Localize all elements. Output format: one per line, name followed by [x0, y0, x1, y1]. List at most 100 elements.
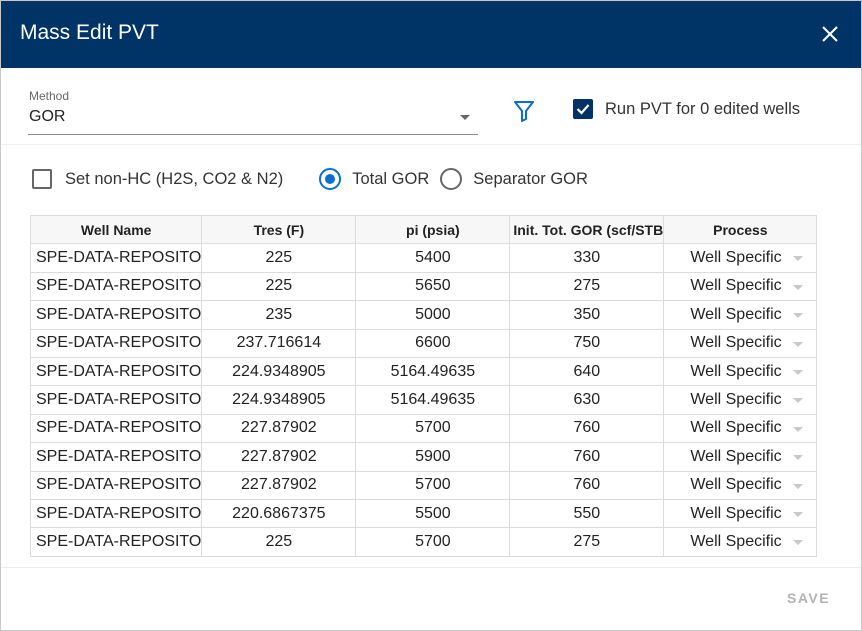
init-gor-cell[interactable]: 350 — [509, 300, 665, 330]
process-value: Well Specific — [690, 391, 782, 409]
chevron-down-icon — [793, 313, 804, 319]
pi-cell[interactable]: 5000 — [355, 300, 511, 330]
init-gor-cell[interactable]: 550 — [509, 498, 665, 529]
total-gor-radio[interactable] — [319, 168, 342, 190]
pi-cell[interactable]: 5500 — [355, 498, 511, 529]
process-select-inner[interactable]: Well Specific — [665, 245, 816, 271]
tres-cell[interactable]: 224.9348905 — [201, 385, 357, 415]
init-gor-cell[interactable]: 275 — [509, 271, 665, 302]
run-pvt-checkbox[interactable]: Run PVT for 0 edited wells — [573, 98, 800, 120]
init-gor-cell[interactable]: 760 — [509, 442, 665, 472]
pi-cell[interactable]: 5400 — [355, 243, 511, 273]
process-value: Well Specific — [690, 447, 782, 465]
pi-cell[interactable]: 5164.49635 — [355, 356, 511, 387]
checkbox-checked-icon[interactable] — [573, 99, 593, 119]
tres-cell[interactable]: 237.716614 — [201, 328, 357, 358]
init-gor-cell[interactable]: 630 — [509, 385, 665, 415]
process-select[interactable]: Well Specific — [663, 527, 818, 557]
tres-cell[interactable]: 220.6867375 — [201, 498, 357, 529]
well-name-cell[interactable]: SPE-DATA-REPOSITO — [29, 527, 203, 557]
process-value: Well Specific — [690, 419, 782, 437]
process-select[interactable]: Well Specific — [663, 328, 818, 358]
process-select[interactable]: Well Specific — [663, 470, 818, 500]
well-name-cell[interactable]: SPE-DATA-REPOSITO — [29, 356, 203, 387]
init-gor-cell[interactable]: 760 — [509, 470, 665, 500]
process-select[interactable]: Well Specific — [663, 271, 818, 302]
well-name-cell[interactable]: SPE-DATA-REPOSITO — [29, 328, 203, 358]
pi-cell[interactable]: 6600 — [355, 328, 511, 358]
tres-cell[interactable]: 225 — [201, 527, 357, 557]
table-row: SPE-DATA-REPOSITO 227.87902 5700 760 Well Sp… — [29, 413, 818, 444]
process-select[interactable]: Well Specific — [663, 356, 818, 387]
pi-cell[interactable]: 5700 — [355, 413, 511, 444]
method-select[interactable]: GOR — [28, 101, 478, 135]
tres-cell[interactable]: 227.87902 — [201, 413, 357, 444]
process-select-inner[interactable]: Well Specific — [665, 444, 816, 470]
well-name-cell[interactable]: SPE-DATA-REPOSITO — [29, 385, 203, 415]
column-header-process[interactable]: Process — [663, 214, 818, 245]
process-select[interactable]: Well Specific — [663, 385, 818, 415]
process-select[interactable]: Well Specific — [663, 498, 818, 529]
process-select-inner[interactable]: Well Specific — [665, 273, 816, 299]
close-icon[interactable] — [819, 23, 841, 45]
process-select-inner[interactable]: Well Specific — [665, 415, 816, 441]
well-name-cell[interactable]: SPE-DATA-REPOSITO — [29, 470, 203, 500]
process-select-inner[interactable]: Well Specific — [665, 358, 816, 384]
tres-cell[interactable]: 235 — [201, 300, 357, 330]
well-name-cell[interactable]: SPE-DATA-REPOSITO — [29, 243, 203, 273]
filter-icon[interactable] — [513, 99, 535, 123]
separator-gor-radio[interactable] — [440, 168, 463, 190]
table-row: SPE-DATA-REPOSITO 227.87902 5900 760 Well Sp… — [29, 442, 818, 472]
chevron-down-icon — [793, 341, 804, 347]
pi-cell[interactable]: 5164.49635 — [355, 385, 511, 415]
column-header-pi[interactable]: pi (psia) — [355, 214, 511, 245]
pi-cell[interactable]: 5700 — [355, 527, 511, 557]
process-select-inner[interactable]: Well Specific — [665, 500, 816, 526]
column-header-well-name[interactable]: Well Name — [29, 214, 203, 245]
pi-cell[interactable]: 5650 — [355, 271, 511, 302]
process-select-inner[interactable]: Well Specific — [665, 529, 816, 555]
init-gor-cell[interactable]: 330 — [509, 243, 665, 273]
chevron-down-icon — [793, 483, 804, 489]
init-gor-cell[interactable]: 640 — [509, 356, 665, 387]
column-header-init-gor[interactable]: Init. Tot. GOR (scf/STB — [509, 214, 665, 245]
process-select-inner[interactable]: Well Specific — [665, 302, 816, 328]
init-gor-cell[interactable]: 760 — [509, 413, 665, 444]
process-select-inner[interactable]: Well Specific — [665, 330, 816, 356]
dialog-header: Mass Edit PVT — [1, 1, 861, 68]
well-name-cell[interactable]: SPE-DATA-REPOSITO — [29, 300, 203, 330]
process-value: Well Specific — [690, 305, 782, 323]
tres-cell[interactable]: 224.9348905 — [201, 356, 357, 387]
process-select[interactable]: Well Specific — [663, 243, 818, 273]
well-name-cell[interactable]: SPE-DATA-REPOSITO — [29, 271, 203, 302]
well-name-cell[interactable]: SPE-DATA-REPOSITO — [29, 413, 203, 444]
gor-options-row: Set non-HC (H2S, CO2 & N2) Total GOR Sep… — [32, 167, 588, 191]
non-hc-checkbox[interactable] — [32, 169, 52, 189]
table-row: SPE-DATA-REPOSITO 225 5400 330 Well Specific — [29, 243, 818, 273]
chevron-down-icon — [793, 540, 804, 546]
column-header-tres[interactable]: Tres (F) — [201, 214, 357, 245]
save-button[interactable]: SAVE — [787, 590, 831, 606]
pi-cell[interactable]: 5700 — [355, 470, 511, 500]
well-name-cell[interactable]: SPE-DATA-REPOSITO — [29, 442, 203, 472]
total-gor-label: Total GOR — [352, 169, 430, 188]
well-name-cell[interactable]: SPE-DATA-REPOSITO — [29, 498, 203, 529]
pi-cell[interactable]: 5900 — [355, 442, 511, 472]
table-header-row: Well Name Tres (F) pi (psia) Init. Tot. … — [29, 214, 818, 245]
tres-cell[interactable]: 225 — [201, 243, 357, 273]
process-select[interactable]: Well Specific — [663, 413, 818, 444]
init-gor-cell[interactable]: 275 — [509, 527, 665, 557]
process-select[interactable]: Well Specific — [663, 300, 818, 330]
process-select[interactable]: Well Specific — [663, 442, 818, 472]
chevron-down-icon — [793, 455, 804, 461]
method-label: Method — [29, 89, 70, 103]
tres-cell[interactable]: 227.87902 — [201, 470, 357, 500]
process-value: Well Specific — [690, 249, 782, 267]
tres-cell[interactable]: 227.87902 — [201, 442, 357, 472]
process-select-inner[interactable]: Well Specific — [665, 387, 816, 413]
tres-cell[interactable]: 225 — [201, 271, 357, 302]
process-select-inner[interactable]: Well Specific — [665, 472, 816, 498]
init-gor-cell[interactable]: 750 — [509, 328, 665, 358]
process-value: Well Specific — [690, 334, 782, 352]
